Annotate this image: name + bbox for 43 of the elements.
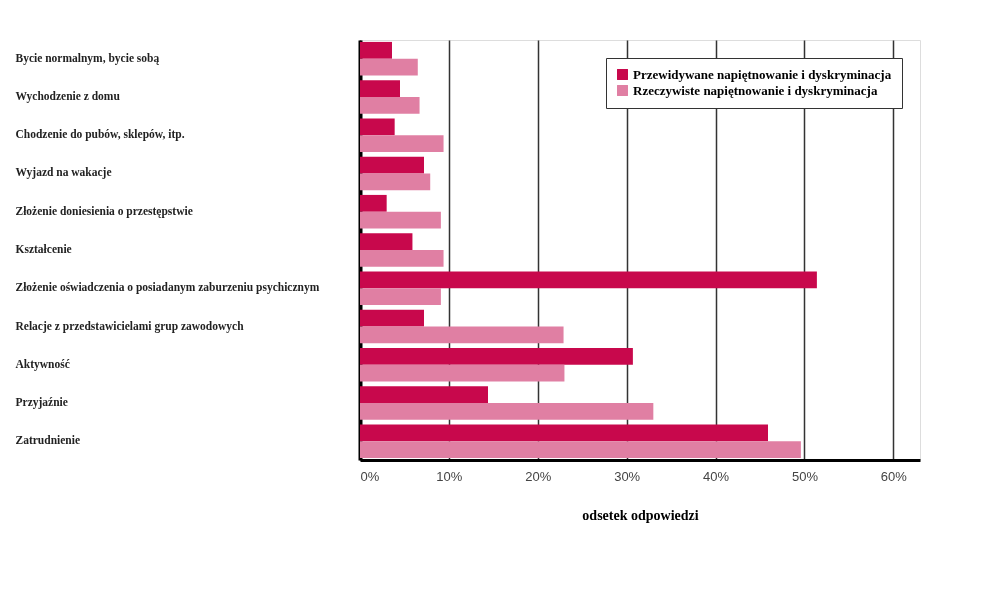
bar	[360, 271, 817, 289]
bar	[360, 211, 441, 229]
bar	[360, 80, 400, 97]
bar	[360, 118, 395, 136]
y-tick-label: Wyjazd na wakacje	[15, 166, 112, 180]
bar	[360, 58, 418, 76]
y-tick-label: Złożenie doniesienia o przestępstwie	[15, 204, 193, 218]
bar	[360, 424, 768, 442]
bar	[360, 309, 424, 327]
bar	[360, 326, 564, 344]
legend-label: Rzeczywiste napiętnowanie i dyskryminacja	[633, 82, 878, 98]
x-tick-label: 50%	[791, 468, 819, 484]
y-tick-label: Aktywność	[15, 357, 70, 371]
y-tick-label: Relacje z przedstawicielami grup zawodowych	[15, 319, 245, 333]
bar	[360, 347, 633, 365]
x-tick-label: 60%	[880, 468, 908, 484]
y-tick-label: Chodzenie do pubów, sklepów, itp.	[15, 128, 185, 142]
x-tick-label: 20%	[525, 468, 552, 484]
y-tick-label: Kształcenie	[15, 243, 72, 255]
bar	[360, 156, 424, 174]
y-tick-label: Wychodzenie z domu	[15, 89, 121, 103]
x-tick-label: 40%	[703, 468, 730, 484]
y-tick-label: Bycie normalnym, bycie sobą	[15, 51, 160, 65]
y-tick-label: Złożenie oświadczenia o posiadanym zaburzeniu psychicznym	[15, 281, 320, 295]
legend-label: Przewidywane napiętnowanie i dyskryminacja	[633, 66, 892, 82]
bar	[360, 233, 413, 250]
bar	[360, 41, 392, 59]
y-tick-label: Zatrudnienie	[15, 434, 81, 447]
bar	[360, 364, 565, 382]
bar	[360, 386, 488, 404]
x-tick-label: 10%	[436, 468, 463, 484]
bar	[360, 194, 387, 212]
bar	[360, 250, 444, 267]
bar	[360, 135, 444, 153]
bar	[360, 173, 431, 191]
x-tick-label: 0%	[360, 468, 380, 484]
bar	[360, 441, 801, 459]
x-axis-title: odsetek odpowiedzi	[582, 507, 699, 523]
x-tick-label: 30%	[614, 468, 641, 484]
bar	[360, 403, 654, 420]
y-tick-label: Przyjaźnie	[15, 396, 68, 410]
bar	[360, 96, 420, 114]
bar	[360, 288, 441, 306]
